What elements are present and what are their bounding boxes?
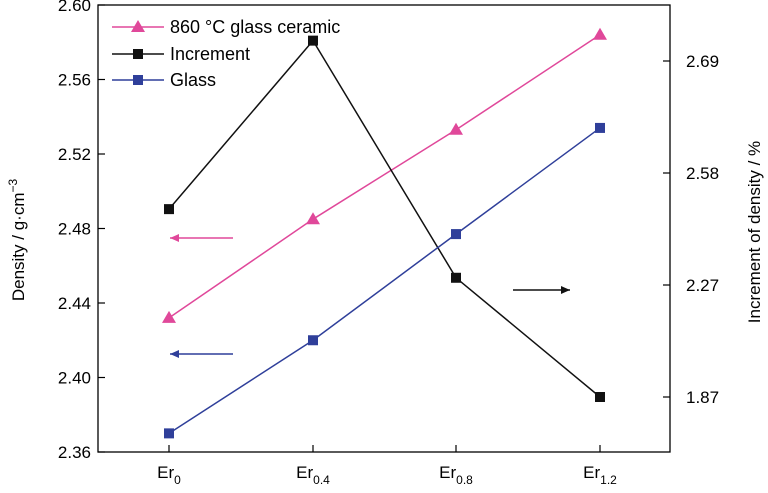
data-point-860-c-glass-ceramic: [449, 122, 463, 135]
x-tick-label: Er1.2: [583, 463, 617, 487]
legend-marker-860-c-glass-ceramic: [131, 20, 145, 32]
left-tick-label: 2.60: [58, 0, 91, 15]
left-tick-label: 2.40: [58, 369, 91, 388]
left-axis-title: Density / g·cm−3: [6, 179, 28, 302]
data-point-glass: [164, 428, 174, 439]
data-point-increment: [451, 272, 461, 283]
legend-label-increment: Increment: [170, 44, 250, 64]
series-line-860-c-glass-ceramic: [168, 34, 601, 319]
x-tick-label: Er0: [157, 463, 181, 487]
right-tick-label: 2.69: [686, 52, 719, 71]
data-point-860-c-glass-ceramic: [162, 310, 176, 323]
legend-marker-increment: [133, 49, 143, 59]
legend-marker-glass: [133, 75, 143, 85]
x-tick-label: Er0.8: [439, 463, 473, 487]
right-axis-title: Increment of density / %: [745, 141, 764, 323]
annotation-arrow-head: [170, 234, 179, 242]
left-tick-label: 2.52: [58, 145, 91, 164]
left-tick-label: 2.48: [58, 220, 91, 239]
left-tick-label: 2.44: [58, 294, 91, 313]
data-point-860-c-glass-ceramic: [593, 27, 607, 40]
data-point-increment: [595, 392, 605, 402]
series-line-increment: [168, 39, 601, 398]
data-point-glass: [451, 229, 461, 240]
data-point-glass: [308, 335, 318, 346]
data-point-860-c-glass-ceramic: [306, 212, 320, 225]
legend-label-860-c-glass-ceramic: 860 °C glass ceramic: [170, 17, 340, 37]
x-tick-label: Er0.4: [296, 463, 330, 487]
left-tick-label: 2.36: [58, 443, 91, 462]
data-point-increment: [308, 35, 318, 46]
right-tick-label: 2.27: [686, 276, 719, 295]
series-line-glass: [168, 127, 601, 435]
data-point-increment: [164, 204, 174, 215]
right-tick-label: 1.87: [686, 388, 719, 407]
annotation-arrow-head: [170, 350, 179, 358]
legend-label-glass: Glass: [170, 70, 216, 90]
data-point-glass: [595, 122, 605, 133]
annotation-arrow-head: [561, 286, 570, 294]
right-tick-label: 2.58: [686, 164, 719, 183]
left-tick-label: 2.56: [58, 71, 91, 90]
